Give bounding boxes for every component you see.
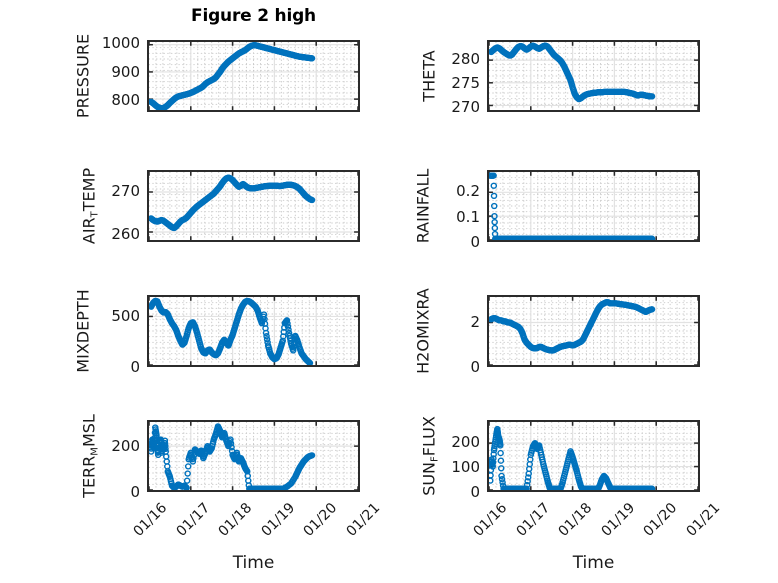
panel-h2o-mixra: 0 2 H2OMIXRA — [414, 288, 700, 376]
panel-terr-msl: 0 200 TERRMMSL 01/16 01/17 01/18 01/19 01/20 01/… — [80, 414, 384, 540]
panel-sun-flux: 0 100 200 SUNFFLUX 01/16 01/17 01/18 01/19 01/20… — [420, 416, 724, 540]
ytick-label: 1000 — [101, 33, 140, 52]
ytick-label: 2 — [470, 313, 480, 331]
panel-theta: 270 275 280 THETA — [420, 40, 700, 116]
xtick-label: 01/20 — [300, 500, 341, 540]
xtick-label: 01/18 — [215, 500, 256, 540]
ytick-label: 270 — [451, 98, 480, 117]
xtick-label: 01/21 — [683, 500, 724, 540]
ytick-label: 200 — [111, 436, 140, 455]
panel-rainfall: 0 0.1 0.2 RAINFALL — [414, 169, 700, 251]
ytick-label: 0.1 — [456, 207, 480, 226]
ytick-label: 900 — [111, 62, 140, 81]
panel-pressure: 800 900 1000 PRESSURE — [74, 34, 360, 118]
ytick-label: 800 — [111, 91, 140, 110]
xtick-label: 01/17 — [513, 500, 553, 540]
axes-mixdepth — [147, 295, 360, 367]
xtick-label: 01/19 — [258, 500, 299, 540]
yaxis-label: MIXDEPTH — [73, 289, 93, 373]
axes-rainfall — [487, 170, 700, 242]
yaxis-label: TERRMMSL — [79, 414, 101, 498]
ytick-label: 0 — [130, 483, 140, 501]
yaxis-label: PRESSURE — [73, 33, 93, 119]
ytick-label: 0.2 — [456, 182, 480, 201]
axes-air-temp — [147, 170, 360, 242]
ytick-label: 0 — [130, 358, 140, 376]
yaxis-label: SUNFFLUX — [419, 416, 441, 496]
axes-sun-flux — [487, 420, 700, 492]
yaxis-label: RAINFALL — [413, 168, 433, 244]
xtick-label: 01/16 — [130, 500, 171, 540]
panel-air-temp: 260 270 AIRTTEMP — [80, 168, 360, 244]
xaxis-label-right: Time — [572, 553, 615, 573]
ytick-label: 0 — [470, 358, 480, 376]
xtick-label: 01/18 — [555, 500, 596, 540]
panel-mixdepth: 0 500 MIXDEPTH — [74, 289, 360, 376]
ytick-label: 275 — [451, 74, 480, 93]
figure-title: Figure 2 high — [191, 6, 316, 26]
axes-h2o-mixra — [487, 295, 700, 367]
xtick-label: 01/21 — [343, 500, 384, 540]
ytick-label: 500 — [111, 306, 140, 325]
ytick-label: 280 — [451, 50, 480, 69]
yaxis-label: H2OMIXRA — [413, 288, 433, 374]
axes-pressure — [147, 40, 360, 112]
ytick-label: 270 — [111, 182, 140, 201]
yaxis-label: THETA — [419, 50, 439, 102]
ytick-label: 260 — [111, 224, 140, 243]
yaxis-label: AIRTTEMP — [79, 167, 101, 245]
xtick-label: 01/16 — [470, 500, 511, 540]
ytick-label: 200 — [451, 433, 480, 452]
xtick-label: 01/17 — [173, 500, 213, 540]
ytick-label: 100 — [451, 458, 480, 477]
xtick-label: 01/20 — [640, 500, 681, 540]
axes-theta — [487, 40, 700, 112]
ytick-label: 0 — [470, 483, 480, 501]
axes-terr-msl — [147, 420, 360, 492]
ytick-label: 0 — [470, 233, 480, 251]
xtick-label: 01/19 — [598, 500, 639, 540]
xaxis-label-left: Time — [232, 553, 275, 573]
